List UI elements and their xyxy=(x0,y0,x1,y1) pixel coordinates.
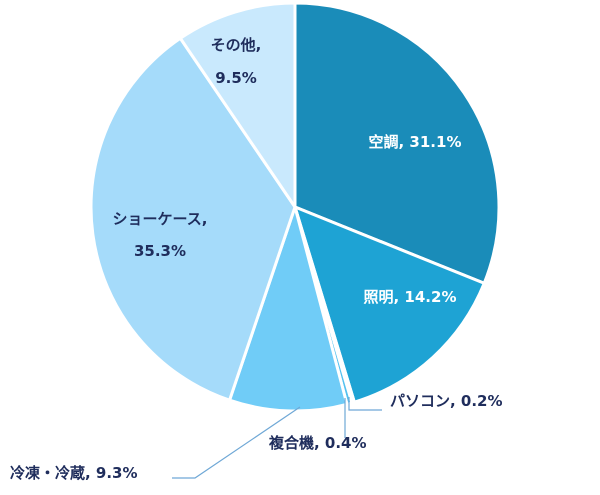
slice-label: ショーケース, 35.3% xyxy=(113,210,208,260)
pie-slice xyxy=(293,205,486,404)
slice-label: 冷凍・冷蔵, 9.3% xyxy=(10,464,138,482)
leader-line xyxy=(172,406,301,479)
slice-label: その他, 9.5% xyxy=(211,36,262,87)
pie-slice xyxy=(228,205,349,413)
slice-label: 空調, 31.1% xyxy=(369,133,462,151)
slice-label: 複合機, 0.4% xyxy=(268,434,367,452)
pie-slice xyxy=(89,36,297,402)
pie-slice xyxy=(293,1,501,285)
pie-slice xyxy=(178,1,297,209)
leader-line xyxy=(348,397,382,411)
slice-label: パソコン, 0.2% xyxy=(390,392,503,410)
slice-label: 照明, 14.2% xyxy=(364,288,457,306)
